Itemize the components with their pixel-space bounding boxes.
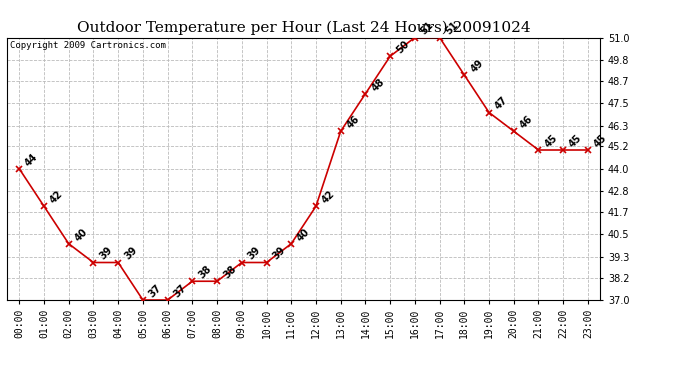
Text: 40: 40 bbox=[73, 226, 90, 243]
Text: 46: 46 bbox=[518, 114, 535, 130]
Text: 37: 37 bbox=[147, 283, 164, 299]
Text: 51: 51 bbox=[444, 20, 460, 37]
Text: 45: 45 bbox=[592, 133, 609, 149]
Text: 39: 39 bbox=[270, 245, 287, 262]
Text: 42: 42 bbox=[48, 189, 65, 206]
Text: 50: 50 bbox=[394, 39, 411, 56]
Text: 39: 39 bbox=[122, 245, 139, 262]
Text: 45: 45 bbox=[567, 133, 584, 149]
Title: Outdoor Temperature per Hour (Last 24 Hours) 20091024: Outdoor Temperature per Hour (Last 24 Ho… bbox=[77, 21, 531, 35]
Text: 37: 37 bbox=[172, 283, 188, 299]
Text: 39: 39 bbox=[97, 245, 115, 262]
Text: 47: 47 bbox=[493, 95, 510, 112]
Text: 42: 42 bbox=[320, 189, 337, 206]
Text: 39: 39 bbox=[246, 245, 263, 262]
Text: 51: 51 bbox=[419, 20, 435, 37]
Text: 48: 48 bbox=[370, 76, 386, 93]
Text: 38: 38 bbox=[197, 264, 213, 280]
Text: Copyright 2009 Cartronics.com: Copyright 2009 Cartronics.com bbox=[10, 42, 166, 51]
Text: 45: 45 bbox=[542, 133, 560, 149]
Text: 49: 49 bbox=[469, 58, 485, 74]
Text: 46: 46 bbox=[345, 114, 362, 130]
Text: 38: 38 bbox=[221, 264, 238, 280]
Text: 40: 40 bbox=[295, 226, 312, 243]
Text: 44: 44 bbox=[23, 152, 40, 168]
